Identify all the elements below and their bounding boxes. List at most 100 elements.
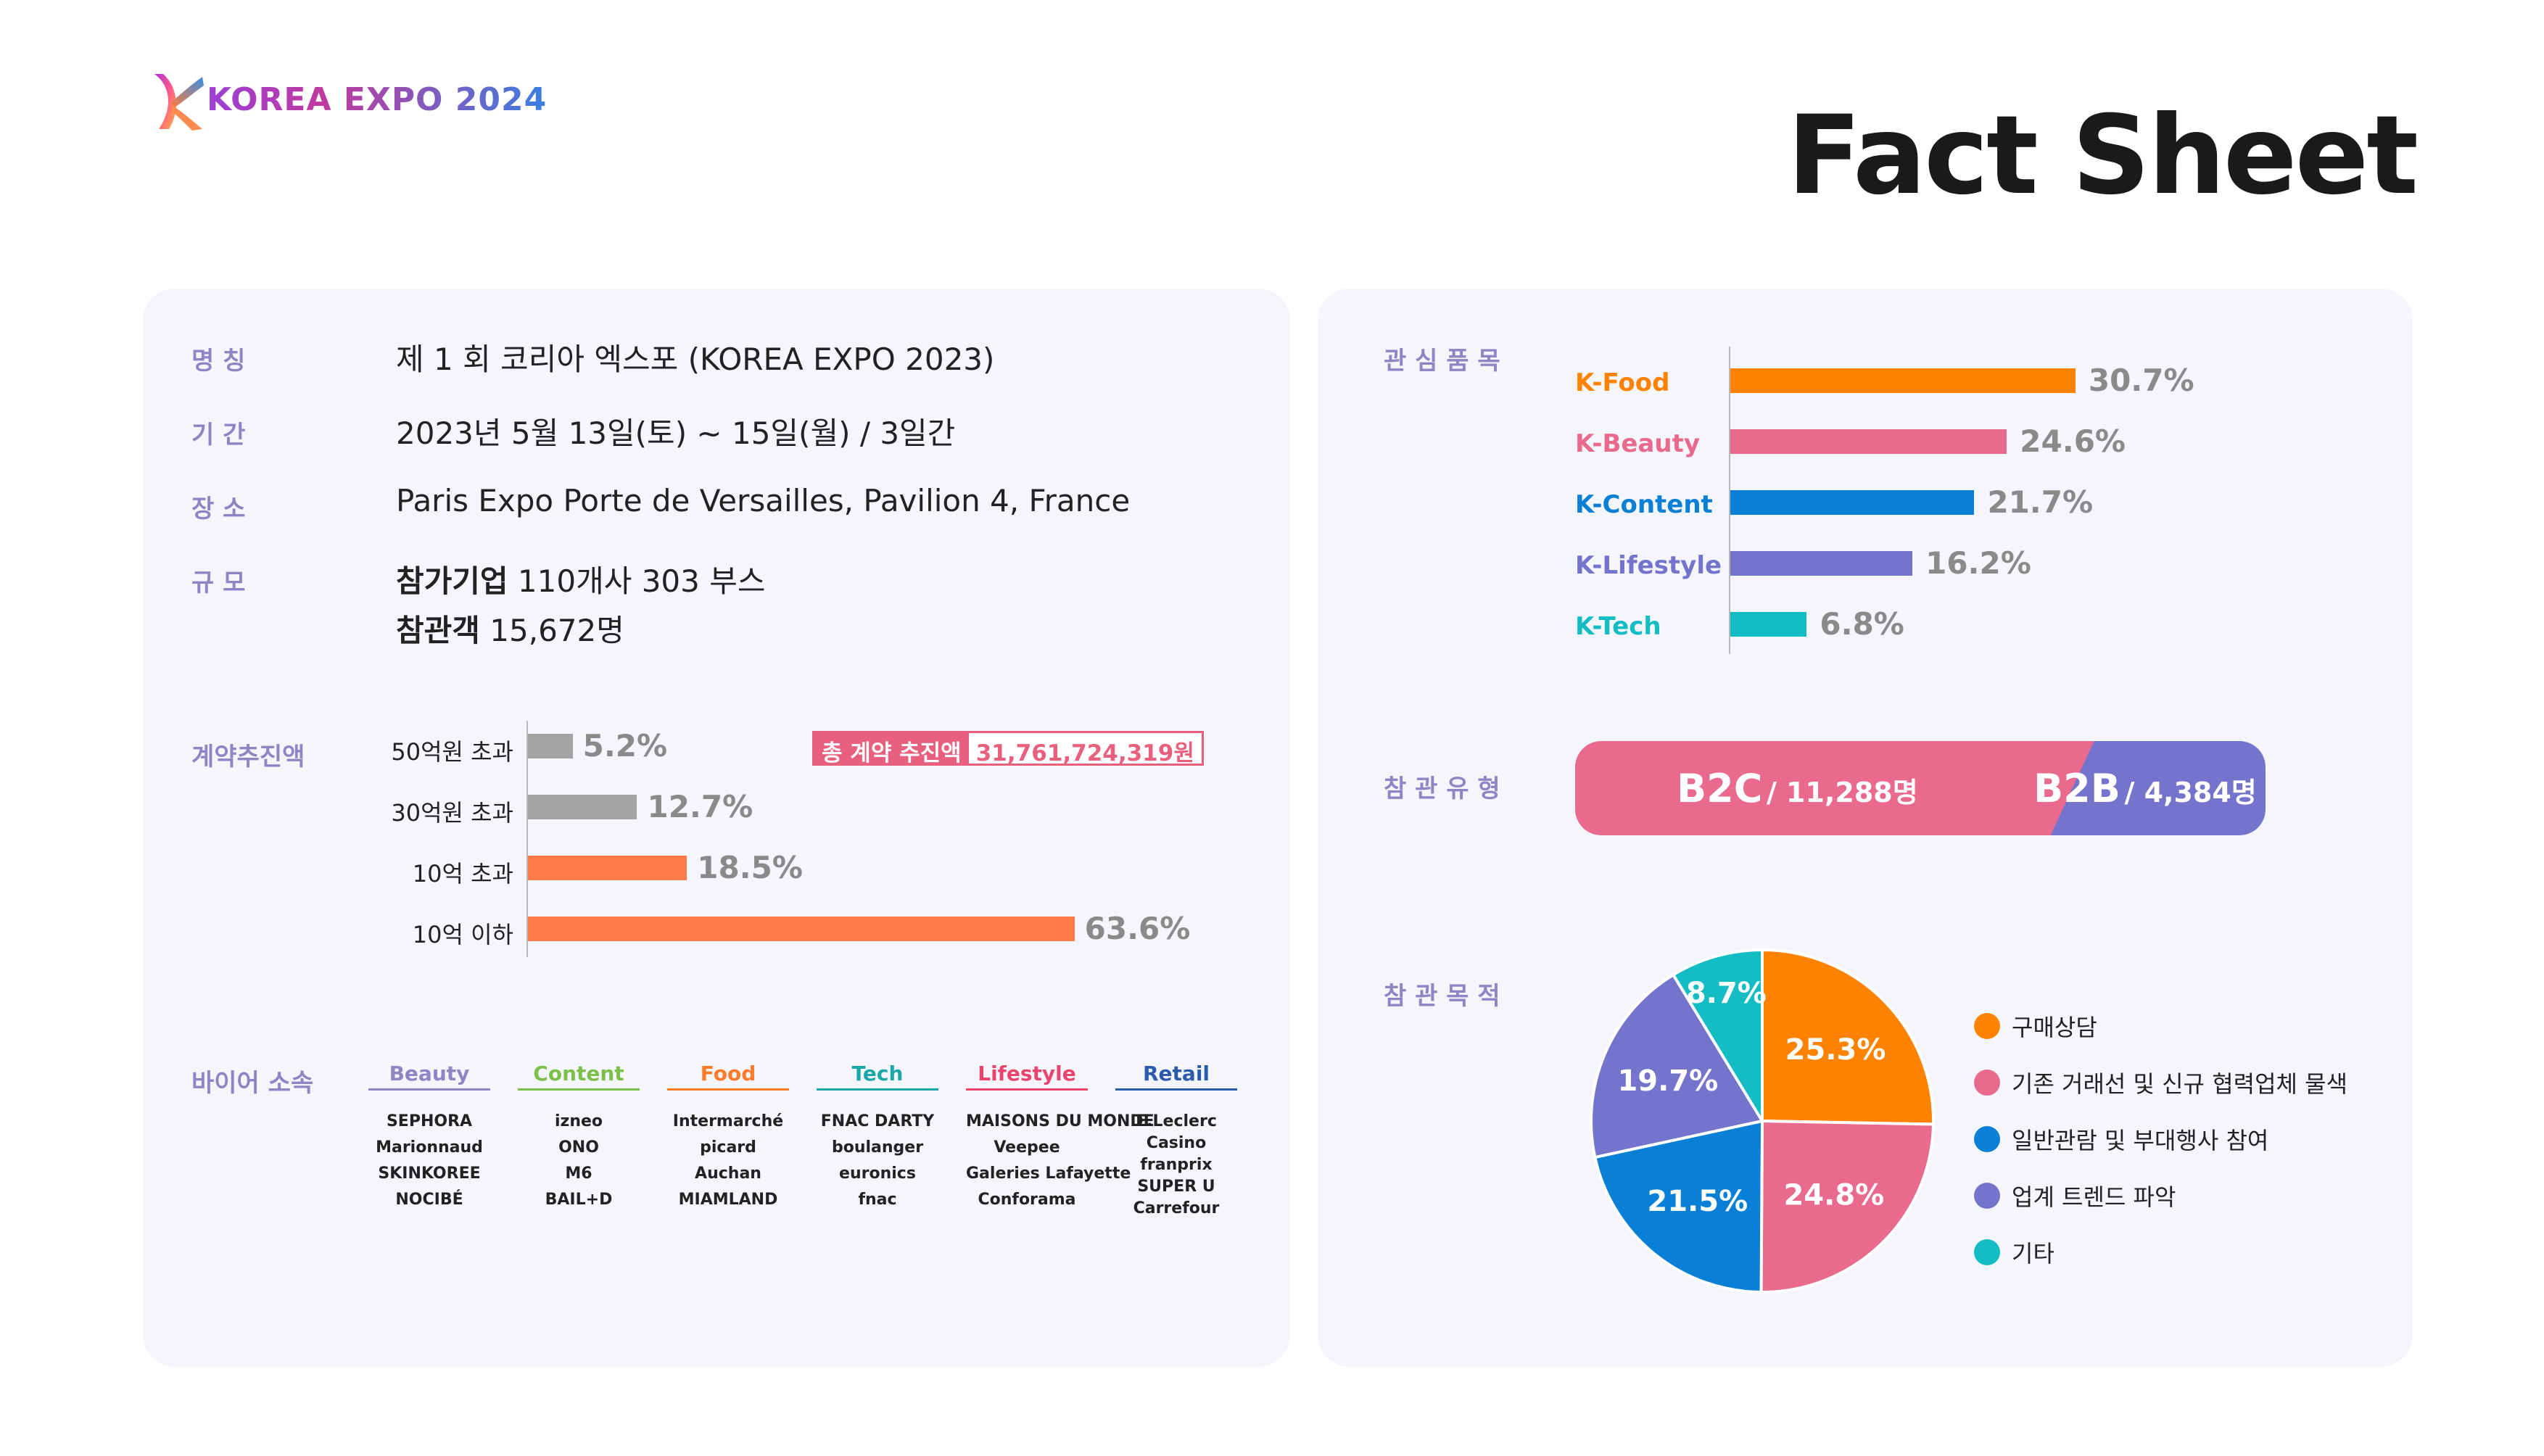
buyer-brand-logo: fnac [858,1191,897,1209]
buyer-brand-logo: izneo [554,1112,603,1130]
interest-bar-value: 16.2% [1925,545,2031,581]
left-panel [143,289,1290,1367]
pie-slice [1759,1119,1935,1294]
contract-bar [528,795,637,819]
info-label-venue: 장 소 [191,495,246,524]
scale-companies-rest: 110개사 303 부스 [508,563,766,599]
b2c-count: / 11,288명 [1766,777,1918,808]
buyer-brand-logo: boulanger [831,1138,924,1157]
buyer-brand-logo: euronics [839,1165,916,1183]
b2c-name: B2C [1677,766,1763,811]
pie-slice [1590,972,1765,1159]
interest-bar [1730,612,1807,637]
b2b-name: B2B [2033,766,2120,811]
buyer-brand-logo: BAIL+D [545,1191,613,1209]
buyer-brand-logo: NOCIBÉ [395,1191,463,1209]
total-contract-badge-label: 총 계약 추진액 [814,733,969,766]
buyer-brand-logo: Carrefour [1133,1199,1220,1217]
buyer-brand-logo: MIAMLAND [678,1191,778,1209]
buyer-brand-logo: M6 [565,1165,592,1183]
purpose-pie-chart: 25.3% 24.8% 21.5% 19.7% 8.7% [1590,948,1935,1294]
legend-item: 일반관람 및 부대행사 참여 [1974,1122,2347,1156]
legend-swatch [1974,1183,2000,1209]
buyer-brand-logo: SKINKOREE [378,1165,481,1183]
info-value-scale-visitors: 참관객 15,672명 [396,606,624,650]
b2b-text: B2B / 4,384명 [2033,766,2257,811]
interest-bar [1730,490,1975,515]
interest-bar-value: 30.7% [2088,363,2194,398]
legend-item: 구매상담 [1974,1009,2347,1043]
legend-swatch [1974,1013,2000,1039]
interest-label: 관 심 품 목 [1384,347,1500,376]
scale-visitors-strong: 참관객 [396,613,480,648]
contract-bar-value: 63.6% [1084,911,1191,946]
interest-bar-label: K-Content [1575,490,1713,519]
info-value-venue: Paris Expo Porte de Versailles, Pavilion… [396,483,1131,518]
buyer-brand-logo: FNAC DARTY [820,1112,935,1130]
contract-bar-value: 12.7% [647,789,753,824]
buyer-brand-logo: Auchan [695,1165,761,1183]
interest-axis [1729,347,1730,654]
contract-bar [528,734,573,758]
legend-swatch [1974,1070,2000,1096]
contract-bar-value: 5.2% [582,728,668,764]
buyer-category-lifestyle: Lifestyle [966,1062,1088,1091]
visitor-type-bar: B2C / 11,288명 B2B / 4,384명 [1575,741,2266,835]
contract-bar-label: 50억원 초과 [391,738,513,766]
b2b-count: / 4,384명 [2124,777,2257,808]
pie-slice-label: 8.7% [1686,977,1767,1010]
buyer-category-beauty: Beauty [368,1062,490,1091]
info-value-scale-companies: 참가기업 110개사 303 부스 [396,557,766,601]
total-contract-badge: 총 계약 추진액 31,761,724,319원 [812,731,1204,766]
interest-bar [1730,429,2007,454]
buyer-brand-logo: SEPHORA [386,1112,473,1130]
contract-axis [526,721,528,957]
contract-label: 계약추진액 [191,743,305,772]
b2c-segment [1575,741,2102,835]
buyer-brand-logo: Intermarché [672,1112,784,1130]
buyer-brand-logo: Marionnaud [376,1138,483,1157]
visitor-type-label: 참 관 유 형 [1384,774,1500,803]
interest-bar [1730,551,1913,576]
contract-bar-label: 30억원 초과 [391,799,513,827]
legend-text: 기존 거래선 및 신규 협력업체 물색 [2012,1070,2348,1098]
interest-bar [1730,368,2076,393]
scale-companies-strong: 참가기업 [396,563,508,599]
buyer-brand-logo: picard [700,1138,756,1157]
buyer-brand-logo: Galeries Lafayette [966,1165,1131,1183]
interest-bar-label: K-Food [1575,368,1670,397]
buyer-brand-logo: MAISONS DU MONDE [966,1112,1155,1130]
buyer-brand-logo: E.Leclerc [1136,1112,1217,1130]
interest-bar-value: 6.8% [1820,606,1904,642]
b2b-segment [2050,741,2266,835]
buyer-category-food: Food [667,1062,789,1091]
legend-text: 일반관람 및 부대행사 참여 [2012,1127,2269,1154]
visitor-type-svg [1575,741,2266,835]
legend-item: 업계 트렌드 파악 [1974,1179,2347,1212]
buyer-brand-logo: Casino [1146,1134,1207,1152]
b2c-text: B2C / 11,288명 [1677,766,1918,811]
k-logo-icon [154,74,204,131]
legend-item: 기타 [1974,1236,2347,1269]
info-label-name: 명 칭 [191,347,246,376]
pie-slice [1671,948,1764,1127]
purpose-label: 참 관 목 적 [1384,982,1500,1011]
legend-item: 기존 거래선 및 신규 협력업체 물색 [1974,1066,2347,1099]
legend-swatch [1974,1239,2000,1265]
buyer-category-tech: Tech [817,1062,938,1091]
buyer-brand-logo: ONO [558,1138,599,1157]
legend-text: 구매상담 [2012,1014,2097,1041]
pie-slice [1761,948,1935,1126]
expo-logo: KOREA EXPO 2024 [149,71,546,141]
contract-bar-label: 10억 이하 [412,921,513,948]
interest-bar-label: K-Tech [1575,612,1661,641]
page-title: Fact Sheet [1787,93,2419,219]
pie-slice-label: 19.7% [1617,1064,1718,1098]
buyer-category-content: Content [518,1062,640,1091]
total-contract-badge-value: 31,761,724,319원 [968,733,1202,766]
info-value-period: 2023년 5월 13일(토) ~ 15일(월) / 3일간 [396,415,956,451]
buyers-label: 바이어 소속 [191,1069,314,1098]
buyer-brand-logo: Conforama [978,1191,1076,1209]
contract-bar [528,856,687,880]
